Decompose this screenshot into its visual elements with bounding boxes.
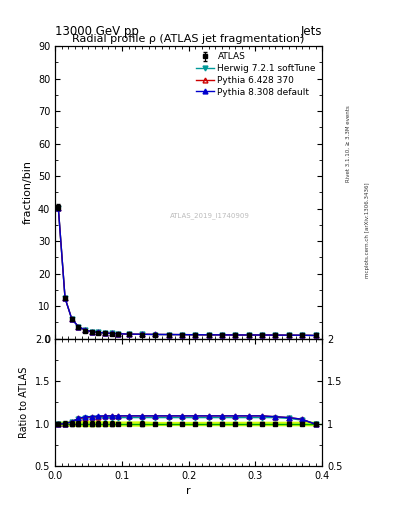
- Herwig 7.2.1 softTune: [116, 331, 121, 337]
- Y-axis label: Ratio to ATLAS: Ratio to ATLAS: [19, 367, 29, 438]
- Legend: ATLAS, Herwig 7.2.1 softTune, Pythia 6.428 370, Pythia 8.308 default: ATLAS, Herwig 7.2.1 softTune, Pythia 6.4…: [194, 51, 318, 98]
- Herwig 7.2.1 softTune: [103, 330, 108, 336]
- Pythia 6.428 370: [193, 332, 198, 338]
- Herwig 7.2.1 softTune: [273, 332, 278, 338]
- Pythia 6.428 370: [109, 330, 114, 336]
- Pythia 8.308 default: [286, 332, 291, 338]
- Pythia 6.428 370: [153, 331, 158, 337]
- Pythia 6.428 370: [69, 316, 74, 322]
- Pythia 6.428 370: [90, 329, 94, 335]
- Pythia 8.308 default: [76, 324, 81, 330]
- X-axis label: r: r: [186, 486, 191, 496]
- Pythia 8.308 default: [300, 332, 305, 338]
- Pythia 6.428 370: [63, 295, 68, 301]
- Herwig 7.2.1 softTune: [83, 327, 88, 333]
- Pythia 6.428 370: [83, 327, 88, 333]
- Pythia 6.428 370: [286, 332, 291, 338]
- Pythia 6.428 370: [126, 331, 131, 337]
- Pythia 6.428 370: [233, 332, 238, 338]
- Herwig 7.2.1 softTune: [56, 205, 61, 211]
- Herwig 7.2.1 softTune: [193, 332, 198, 338]
- Pythia 6.428 370: [206, 332, 211, 338]
- Herwig 7.2.1 softTune: [260, 332, 264, 338]
- Pythia 6.428 370: [300, 332, 305, 338]
- Pythia 8.308 default: [116, 331, 121, 337]
- Herwig 7.2.1 softTune: [206, 332, 211, 338]
- Pythia 6.428 370: [180, 332, 184, 338]
- Pythia 8.308 default: [90, 329, 94, 335]
- Pythia 6.428 370: [273, 332, 278, 338]
- Pythia 8.308 default: [109, 330, 114, 336]
- Pythia 8.308 default: [220, 332, 224, 338]
- Pythia 6.428 370: [56, 205, 61, 211]
- Herwig 7.2.1 softTune: [166, 331, 171, 337]
- Herwig 7.2.1 softTune: [109, 330, 114, 336]
- Line: Pythia 8.308 default: Pythia 8.308 default: [56, 206, 318, 338]
- Herwig 7.2.1 softTune: [90, 329, 94, 335]
- Text: Rivet 3.1.10, ≥ 3.3M events: Rivet 3.1.10, ≥ 3.3M events: [345, 105, 350, 182]
- Pythia 8.308 default: [140, 331, 144, 337]
- Line: Herwig 7.2.1 softTune: Herwig 7.2.1 softTune: [56, 206, 318, 338]
- Title: Radial profile ρ (ATLAS jet fragmentation): Radial profile ρ (ATLAS jet fragmentatio…: [72, 34, 305, 44]
- Herwig 7.2.1 softTune: [313, 332, 318, 338]
- Pythia 8.308 default: [153, 331, 158, 337]
- Pythia 8.308 default: [260, 332, 264, 338]
- Pythia 6.428 370: [140, 331, 144, 337]
- Pythia 8.308 default: [96, 329, 101, 335]
- Pythia 8.308 default: [233, 332, 238, 338]
- Pythia 8.308 default: [193, 332, 198, 338]
- Text: ATLAS_2019_I1740909: ATLAS_2019_I1740909: [170, 212, 250, 219]
- Herwig 7.2.1 softTune: [126, 331, 131, 337]
- Herwig 7.2.1 softTune: [153, 331, 158, 337]
- Pythia 8.308 default: [83, 327, 88, 333]
- Pythia 6.428 370: [116, 331, 121, 337]
- Pythia 8.308 default: [69, 316, 74, 322]
- Pythia 8.308 default: [206, 332, 211, 338]
- Pythia 8.308 default: [63, 295, 68, 301]
- Herwig 7.2.1 softTune: [220, 332, 224, 338]
- Pythia 8.308 default: [166, 331, 171, 337]
- Y-axis label: fraction/bin: fraction/bin: [22, 160, 32, 224]
- Herwig 7.2.1 softTune: [140, 331, 144, 337]
- Pythia 8.308 default: [246, 332, 251, 338]
- Pythia 6.428 370: [103, 330, 108, 336]
- Text: 13000 GeV pp: 13000 GeV pp: [55, 26, 139, 38]
- Pythia 6.428 370: [313, 332, 318, 338]
- Pythia 6.428 370: [96, 329, 101, 335]
- Pythia 8.308 default: [180, 332, 184, 338]
- Herwig 7.2.1 softTune: [233, 332, 238, 338]
- Pythia 8.308 default: [273, 332, 278, 338]
- Herwig 7.2.1 softTune: [286, 332, 291, 338]
- Pythia 6.428 370: [260, 332, 264, 338]
- Herwig 7.2.1 softTune: [69, 316, 74, 322]
- Pythia 6.428 370: [246, 332, 251, 338]
- Herwig 7.2.1 softTune: [246, 332, 251, 338]
- Pythia 6.428 370: [166, 331, 171, 337]
- Herwig 7.2.1 softTune: [180, 332, 184, 338]
- Herwig 7.2.1 softTune: [300, 332, 305, 338]
- Herwig 7.2.1 softTune: [96, 329, 101, 335]
- Text: Jets: Jets: [301, 26, 322, 38]
- Line: Pythia 6.428 370: Pythia 6.428 370: [56, 206, 318, 338]
- Pythia 8.308 default: [313, 332, 318, 338]
- Pythia 8.308 default: [126, 331, 131, 337]
- Herwig 7.2.1 softTune: [63, 295, 68, 301]
- Pythia 8.308 default: [103, 330, 108, 336]
- Pythia 8.308 default: [56, 205, 61, 211]
- Pythia 6.428 370: [76, 324, 81, 330]
- Text: mcplots.cern.ch [arXiv:1306.3436]: mcplots.cern.ch [arXiv:1306.3436]: [365, 183, 370, 278]
- Herwig 7.2.1 softTune: [76, 324, 81, 330]
- Pythia 6.428 370: [220, 332, 224, 338]
